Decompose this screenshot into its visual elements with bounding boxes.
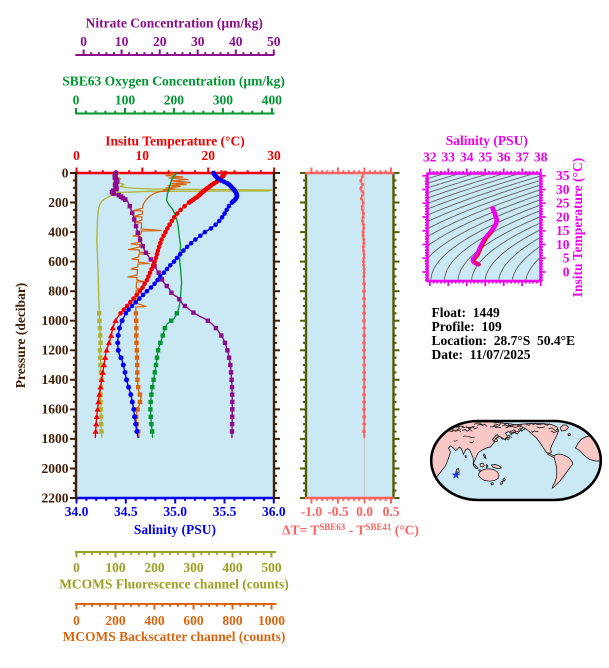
svg-text:20: 20 xyxy=(153,34,167,49)
svg-text:5: 5 xyxy=(563,251,570,266)
svg-text:Profile: 109: Profile: 109 xyxy=(432,319,502,334)
svg-text:0: 0 xyxy=(73,613,80,628)
svg-text:40: 40 xyxy=(229,34,243,49)
svg-text:35.5: 35.5 xyxy=(213,504,237,519)
svg-text:35: 35 xyxy=(556,168,570,183)
svg-text:0.5: 0.5 xyxy=(383,504,400,519)
svg-text:MCOMS Fluorescence channel (co: MCOMS Fluorescence channel (counts) xyxy=(59,577,289,592)
svg-text:Salinity (PSU): Salinity (PSU) xyxy=(446,133,528,148)
svg-text:33: 33 xyxy=(442,150,456,165)
svg-text:SBE63 Oxygen Concentration (µm: SBE63 Oxygen Concentration (µm/kg) xyxy=(62,74,285,89)
svg-text:Float: 1449: Float: 1449 xyxy=(432,305,500,320)
svg-text:800: 800 xyxy=(48,284,69,299)
svg-text:400: 400 xyxy=(144,613,165,628)
svg-text:Nitrate Concentration (µm/kg): Nitrate Concentration (µm/kg) xyxy=(86,16,263,31)
svg-text:Salinity (PSU): Salinity (PSU) xyxy=(134,522,216,537)
svg-text:800: 800 xyxy=(222,613,243,628)
svg-text:Pressure (decibar): Pressure (decibar) xyxy=(13,283,28,389)
svg-text:-0.5: -0.5 xyxy=(327,504,349,519)
svg-text:1000: 1000 xyxy=(258,613,285,628)
svg-text:0: 0 xyxy=(73,93,80,108)
svg-text:20: 20 xyxy=(556,209,570,224)
svg-text:30: 30 xyxy=(267,148,281,163)
svg-text:200: 200 xyxy=(48,195,69,210)
svg-text:MCOMS Backscatter channel (cou: MCOMS Backscatter channel (counts) xyxy=(63,629,286,644)
svg-text:34.5: 34.5 xyxy=(114,504,138,519)
svg-text:Insitu Temperature (°C): Insitu Temperature (°C) xyxy=(570,158,585,297)
svg-text:100: 100 xyxy=(115,93,136,108)
svg-text:500: 500 xyxy=(261,560,282,575)
svg-text:34.0: 34.0 xyxy=(65,504,89,519)
svg-text:35: 35 xyxy=(478,150,492,165)
svg-text:0: 0 xyxy=(62,165,69,180)
svg-text:0: 0 xyxy=(563,264,570,279)
svg-text:30: 30 xyxy=(556,182,570,197)
svg-text:1200: 1200 xyxy=(42,343,69,358)
svg-text:36.0: 36.0 xyxy=(262,504,286,519)
svg-text:400: 400 xyxy=(222,560,243,575)
svg-text:2000: 2000 xyxy=(42,461,69,476)
svg-text:0: 0 xyxy=(80,34,87,49)
svg-text:-1.0: -1.0 xyxy=(301,504,323,519)
svg-text:2200: 2200 xyxy=(42,490,69,505)
svg-text:10: 10 xyxy=(115,34,129,49)
svg-text:ΔT= TSBE63 - TSBE41 (°C): ΔT= TSBE63 - TSBE41 (°C) xyxy=(282,522,419,538)
svg-text:15: 15 xyxy=(556,223,570,238)
svg-text:30: 30 xyxy=(191,34,205,49)
svg-text:200: 200 xyxy=(105,613,126,628)
svg-text:35.0: 35.0 xyxy=(163,504,187,519)
svg-text:300: 300 xyxy=(183,560,204,575)
svg-text:200: 200 xyxy=(144,560,165,575)
svg-text:600: 600 xyxy=(183,613,204,628)
svg-text:400: 400 xyxy=(262,93,283,108)
svg-text:Insitu Temperature (°C): Insitu Temperature (°C) xyxy=(105,134,244,149)
svg-text:600: 600 xyxy=(48,254,69,269)
svg-text:1400: 1400 xyxy=(42,372,69,387)
svg-text:1000: 1000 xyxy=(42,313,69,328)
svg-text:50: 50 xyxy=(267,34,281,49)
svg-text:10: 10 xyxy=(556,237,570,252)
svg-text:25: 25 xyxy=(556,196,570,211)
svg-text:1800: 1800 xyxy=(42,431,69,446)
svg-text:400: 400 xyxy=(48,224,69,239)
svg-text:100: 100 xyxy=(105,560,126,575)
svg-text:10: 10 xyxy=(136,148,150,163)
svg-text:37: 37 xyxy=(515,150,529,165)
svg-text:Date: 11/07/2025: Date: 11/07/2025 xyxy=(432,347,531,362)
svg-text:36: 36 xyxy=(497,150,511,165)
svg-text:300: 300 xyxy=(213,93,234,108)
svg-text:34: 34 xyxy=(460,150,474,165)
svg-text:200: 200 xyxy=(164,93,185,108)
svg-text:38: 38 xyxy=(534,150,548,165)
svg-text:0: 0 xyxy=(73,560,80,575)
svg-text:0: 0 xyxy=(73,148,80,163)
svg-text:0.0: 0.0 xyxy=(356,504,373,519)
svg-text:32: 32 xyxy=(423,150,437,165)
svg-text:1600: 1600 xyxy=(42,402,69,417)
svg-text:20: 20 xyxy=(201,148,215,163)
svg-text:Location: 28.7°S 50.4°E: Location: 28.7°S 50.4°E xyxy=(432,333,576,348)
